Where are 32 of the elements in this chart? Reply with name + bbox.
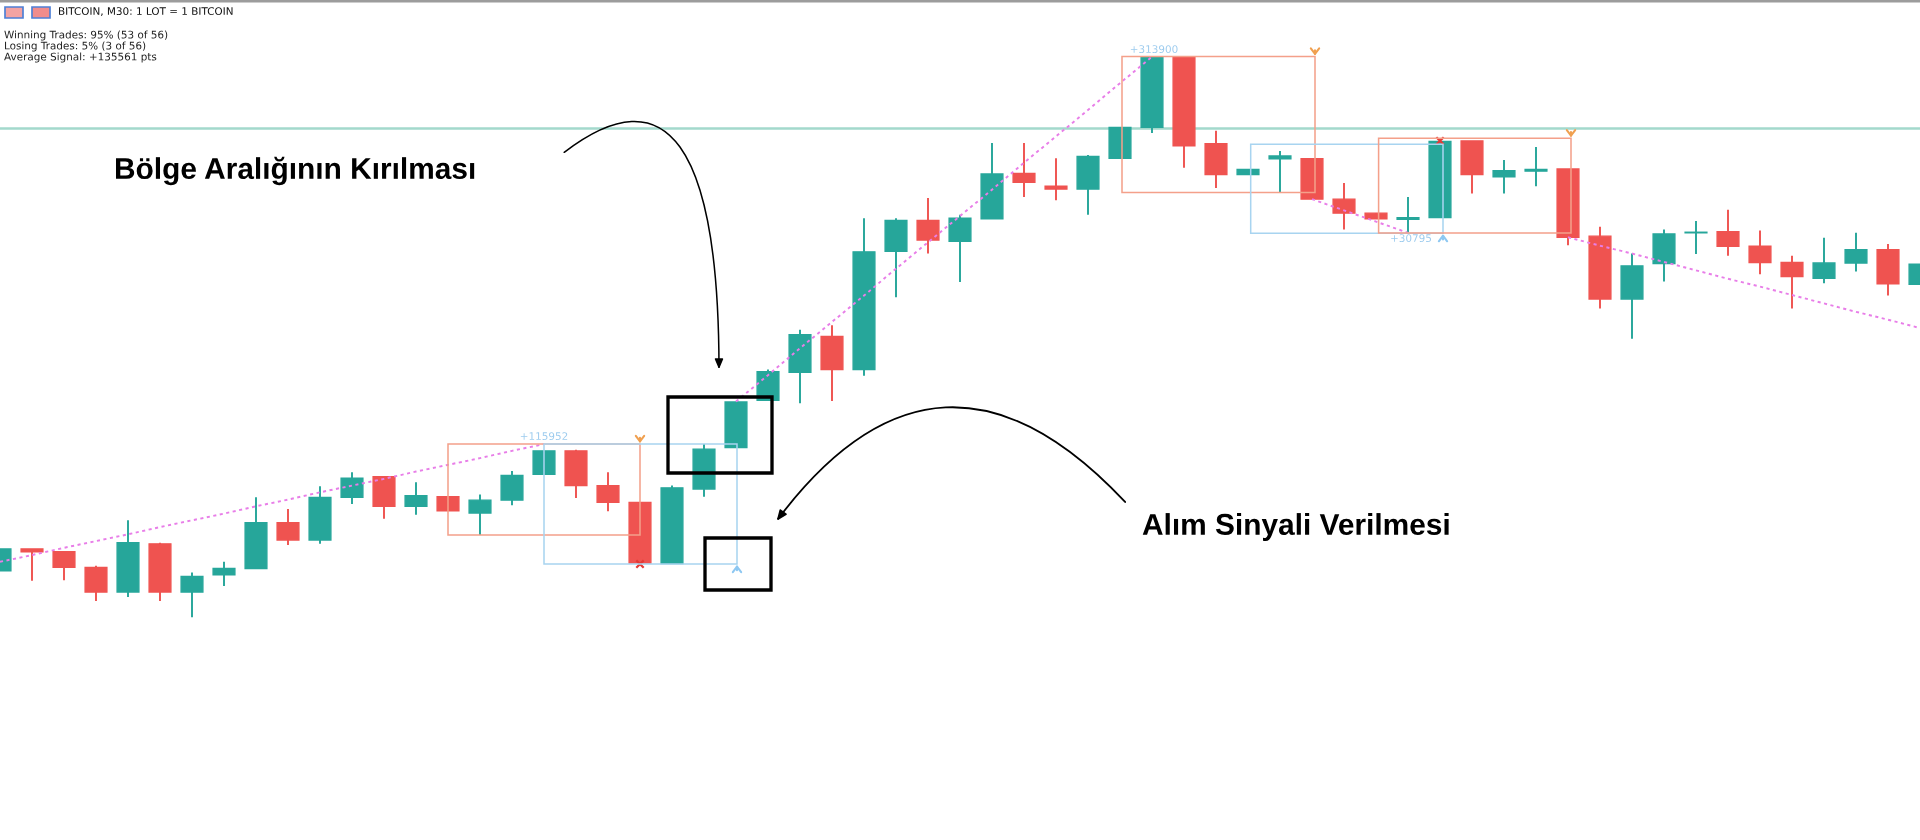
annotation: +30795 xyxy=(1391,234,1432,243)
candlestick xyxy=(1332,181,1356,231)
candlestick xyxy=(596,471,620,513)
candlestick xyxy=(404,481,428,516)
annotation: +115952 xyxy=(520,432,568,441)
candlestick xyxy=(52,550,76,582)
annotation: Average Signal: +135561 pts xyxy=(4,52,157,63)
candlestick xyxy=(1492,158,1516,195)
candlestick xyxy=(1524,146,1548,188)
candlestick xyxy=(1268,149,1292,193)
candlestick xyxy=(180,571,204,619)
candlestick xyxy=(468,493,492,536)
candlestick xyxy=(1012,142,1036,198)
annotation: Bölge Aralığının Kırılması xyxy=(116,156,475,186)
candlestick xyxy=(1044,157,1068,202)
text: Losing Trades: 5% (3 of 56) xyxy=(5,41,146,52)
annotation: Alım Sinyali Verilmesi xyxy=(1142,513,1449,541)
text: +313900 xyxy=(1130,45,1178,54)
candlestick xyxy=(1844,231,1868,273)
candlestick xyxy=(1780,254,1804,310)
candlestick xyxy=(1748,229,1772,276)
candlestick xyxy=(948,213,972,284)
candlestick xyxy=(1716,208,1740,257)
text: Winning Trades: 95% (53 of 56) xyxy=(4,30,168,41)
candlestick xyxy=(1812,236,1836,285)
candlestick xyxy=(1396,195,1420,234)
chart-title: BITCOIN, M30: 1 LOT = 1 BITCOIN xyxy=(59,7,233,17)
candlestick xyxy=(276,508,300,546)
candlestick xyxy=(212,560,236,587)
candlestick xyxy=(340,471,364,506)
candlestick xyxy=(20,547,44,582)
candlestick xyxy=(916,197,940,255)
